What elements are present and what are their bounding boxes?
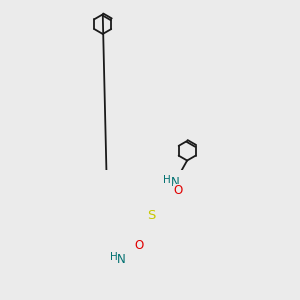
Text: O: O xyxy=(135,239,144,252)
Text: S: S xyxy=(147,209,155,222)
Text: N: N xyxy=(117,253,126,266)
Text: H: H xyxy=(164,175,171,185)
Text: O: O xyxy=(173,184,182,197)
Text: N: N xyxy=(170,176,179,189)
Text: H: H xyxy=(110,252,118,262)
